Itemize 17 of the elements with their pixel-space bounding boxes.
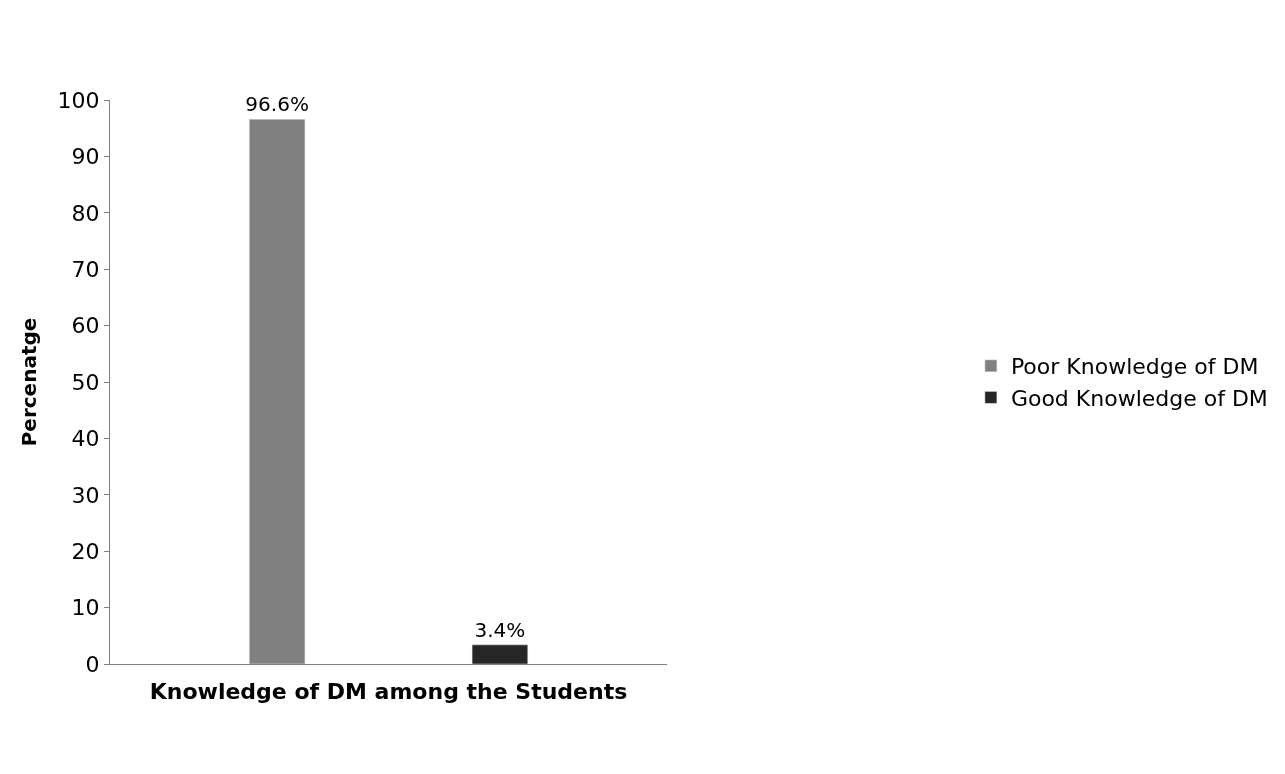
x-axis-title: Knowledge of DM among the Students — [149, 678, 628, 704]
y-tick-label: 60 — [71, 313, 100, 339]
data-label: 96.6% — [245, 92, 309, 117]
legend-label: Poor Knowledge of DM — [1010, 354, 1259, 380]
y-tick-label: 20 — [71, 538, 100, 564]
y-tick-label: 40 — [71, 426, 100, 452]
y-tick-label: 100 — [57, 87, 100, 113]
y-tick-label: 90 — [71, 144, 100, 170]
y-axis-title: Percenatge — [17, 317, 42, 447]
y-tick-label: 30 — [71, 482, 100, 508]
y-tick-label: 10 — [71, 595, 100, 621]
data-label: 3.4% — [474, 617, 526, 642]
legend-label: Good Knowledge of DM — [1010, 385, 1268, 411]
y-tick-label: 0 — [85, 651, 100, 677]
y-tick-label: 70 — [71, 256, 100, 282]
y-tick-label: 80 — [71, 200, 100, 226]
y-tick-label: 50 — [71, 369, 100, 395]
